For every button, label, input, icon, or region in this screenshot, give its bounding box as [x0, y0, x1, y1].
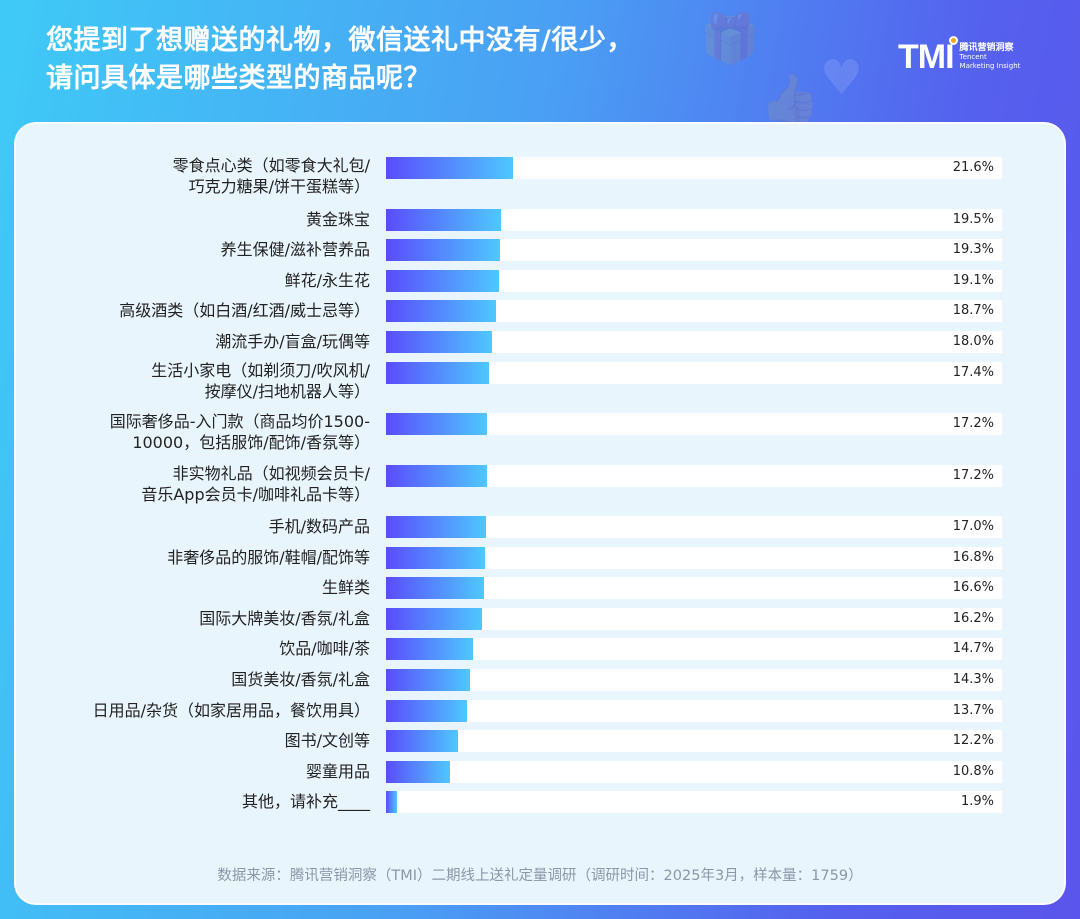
logo-text: 腾讯营销洞察 Tencent Marketing Insight	[959, 43, 1021, 71]
value-label: 16.2%	[952, 610, 994, 626]
value-label: 1.9%	[960, 794, 994, 810]
bar	[386, 239, 500, 262]
category-label: 其他，请补充____	[241, 792, 370, 812]
bar-track: 17.2%	[386, 413, 1002, 435]
category-label: 图书/文创等	[284, 731, 370, 751]
bar	[386, 730, 458, 753]
bar-track: 12.2%	[386, 730, 1002, 753]
bar	[386, 638, 473, 661]
bar	[386, 330, 493, 353]
category-label: 高级酒类（如白酒/红酒/威士忌等）	[119, 301, 370, 321]
bar	[386, 546, 486, 569]
value-label: 16.8%	[952, 549, 994, 565]
bar	[386, 361, 489, 384]
chart-card: 零食点心类（如零食大礼包/巧克力糖果/饼干蛋糕等） 21.6% 黄金珠宝 19.5% 养…	[14, 122, 1066, 905]
title-line-1: 您提到了想赠送的礼物，微信送礼中没有/很少，	[46, 25, 634, 56]
category-label: 非实物礼品（如视频会员卡/音乐App会员卡/咖啡礼品卡等）	[141, 463, 370, 504]
category-label: 国货美妆/香氛/礼盒	[231, 670, 370, 689]
category-label: 非奢侈品的服饰/鞋帽/配饰等	[167, 547, 370, 567]
category-label: 国际大牌美妆/香氛/礼盒	[199, 608, 370, 628]
category-label: 鲜花/永生花	[284, 270, 370, 290]
category-label: 潮流手办/盲盒/玩偶等	[215, 331, 370, 351]
value-label: 14.3%	[952, 672, 994, 687]
bar-track: 19.5%	[386, 208, 1002, 231]
category-label: 手机/数码产品	[268, 517, 370, 536]
bar-track: 18.7%	[386, 300, 1002, 323]
value-label: 19.5%	[952, 211, 994, 227]
value-label: 10.8%	[952, 763, 994, 779]
category-label: 生活小家电（如剃须刀/吹风机/按摩仪/扫地机器人等）	[151, 360, 370, 401]
bar-track: 17.2%	[386, 464, 1002, 487]
bar-track: 14.7%	[386, 638, 1002, 661]
bar-track: 18.0%	[386, 330, 1002, 353]
bar	[386, 607, 482, 630]
bar-track: 16.2%	[386, 607, 1002, 630]
bar	[386, 464, 488, 487]
value-label: 18.0%	[952, 333, 994, 349]
value-label: 18.7%	[952, 303, 994, 319]
category-label: 国际奢侈品-入门款（商品均价1500- 10000，包括服饰/配饰/香氛等）	[109, 412, 370, 452]
value-label: 17.2%	[952, 467, 994, 483]
bar	[386, 699, 467, 722]
title-line-2: 请问具体是哪些类型的商品呢？	[46, 63, 431, 94]
page-title: 您提到了想赠送的礼物，微信送礼中没有/很少， 请问具体是哪些类型的商品呢？	[46, 22, 634, 98]
bar-track: 1.9%	[386, 791, 1002, 814]
value-label: 17.2%	[952, 416, 994, 431]
bar	[386, 760, 450, 783]
value-label: 16.6%	[952, 580, 994, 596]
value-label: 13.7%	[952, 702, 994, 718]
bar	[386, 669, 471, 691]
value-label: 19.3%	[952, 242, 994, 258]
value-label: 14.7%	[952, 641, 994, 657]
bar	[386, 791, 398, 814]
tmi-logo: TMI 腾讯营销洞察 Tencent Marketing Insight	[898, 36, 1021, 77]
bar-track: 21.6%	[386, 157, 1002, 179]
source-footnote: 数据来源：腾讯营销洞察（TMI）二期线上送礼定量调研（调研时间：2025年3月，…	[217, 868, 863, 884]
category-label: 饮品/咖啡/茶	[279, 639, 370, 659]
bar-track: 16.6%	[386, 577, 1002, 600]
bar-track: 16.8%	[386, 546, 1002, 569]
value-label: 19.1%	[952, 272, 994, 288]
bar-track: 19.3%	[386, 239, 1002, 262]
bar	[386, 577, 484, 600]
category-label: 生鲜类	[321, 578, 370, 598]
bar-track: 13.7%	[386, 699, 1002, 722]
category-label: 日用品/杂货（如家居用品，餐饮用具）	[92, 700, 370, 720]
category-label: 婴童用品	[305, 761, 370, 781]
bar-track: 17.0%	[386, 516, 1002, 538]
bar-track: 14.3%	[386, 669, 1002, 691]
bar-track: 10.8%	[386, 760, 1002, 783]
category-label: 零食点心类（如零食大礼包/巧克力糖果/饼干蛋糕等）	[172, 156, 370, 196]
value-label: 21.6%	[952, 160, 994, 175]
value-label: 12.2%	[952, 733, 994, 749]
bar	[386, 208, 502, 231]
gift-decoration-icon: 🎁	[700, 11, 760, 67]
thumb-decoration-icon: 👍	[760, 71, 820, 127]
bar	[386, 516, 487, 538]
category-label: 养生保健/滋补营养品	[220, 240, 370, 260]
bar-track: 17.4%	[386, 361, 1002, 384]
bar	[386, 157, 514, 179]
value-label: 17.0%	[952, 519, 994, 534]
logo-mark: TMI	[898, 36, 958, 77]
value-label: 17.4%	[952, 364, 994, 380]
bar	[386, 413, 488, 435]
bar-track: 19.1%	[386, 269, 1002, 292]
heart-decoration-icon: ♥	[820, 50, 864, 106]
bar	[386, 300, 497, 323]
bar	[386, 269, 499, 292]
category-label: 黄金珠宝	[305, 209, 370, 229]
